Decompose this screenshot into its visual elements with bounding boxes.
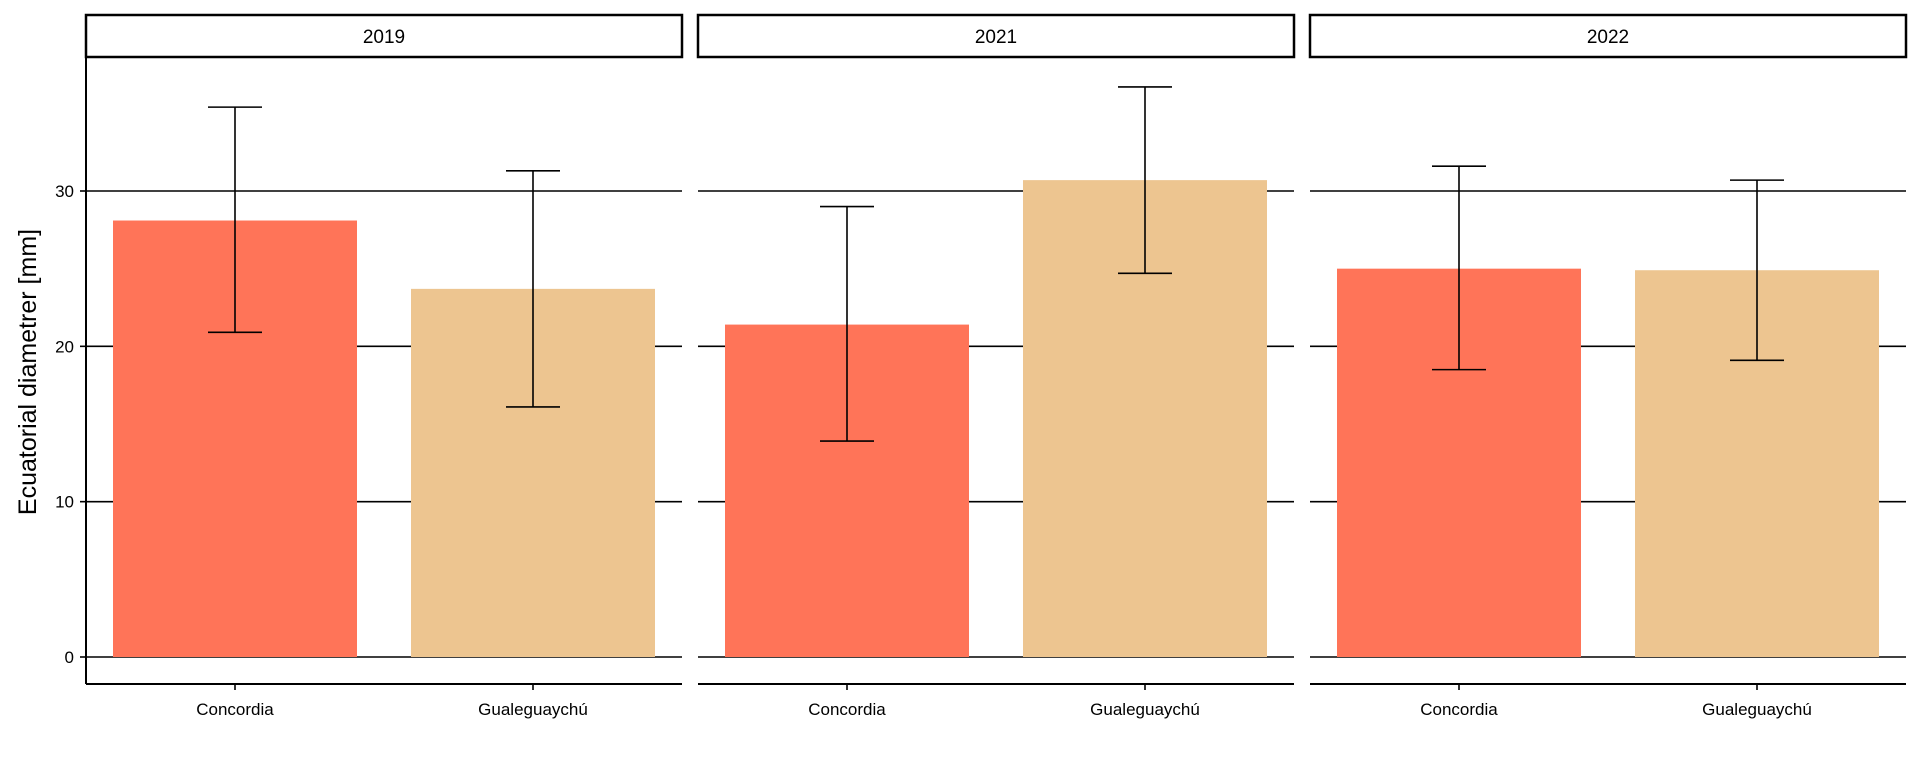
x-tick-label: Gualeguaychú: [1090, 700, 1200, 719]
y-tick-label: 10: [55, 493, 74, 512]
x-tick-label: Gualeguaychú: [478, 700, 588, 719]
error-bar-2022-gualeguaychú: [1730, 179, 1784, 362]
x-tick-label: Concordia: [196, 700, 274, 719]
y-tick-label: 0: [65, 648, 74, 667]
error-bar-2021-gualeguaychú: [1118, 86, 1172, 275]
facet-strip-label: 2021: [975, 27, 1017, 48]
facet-strip: [696, 13, 1296, 59]
facet-strip: [84, 13, 684, 59]
facet-panel-2019: 2019 Concordia Gualeguaychú 0 10 20 30: [55, 13, 684, 719]
x-tick-label: Concordia: [808, 700, 886, 719]
facet-panel-2022: 2022 Concordia Gualeguaychú: [1308, 13, 1908, 719]
y-tick-label: 30: [55, 182, 74, 201]
x-tick-label: Concordia: [1420, 700, 1498, 719]
y-tick-label: 20: [55, 337, 74, 356]
error-bar-2019-concordia: [208, 106, 262, 334]
y-axis-title: Ecuatorial diametrer [mm]: [14, 229, 42, 515]
facet-strip: [1308, 13, 1908, 59]
facet-strip-label: 2019: [363, 27, 405, 48]
facet-panels: 2019 Concordia Gualeguaychú 0 10 20 30 2021 Conc…: [55, 13, 1908, 719]
facet-strip-label: 2022: [1587, 27, 1629, 48]
y-axis-title-group: Ecuatorial diametrer [mm]: [14, 229, 42, 515]
error-bar-2019-gualeguaychú: [506, 170, 560, 408]
error-bar-2022-concordia: [1432, 165, 1486, 371]
error-bar-2021-concordia: [820, 205, 874, 442]
facet-panel-2021: 2021 Concordia Gualeguaychú: [696, 13, 1296, 719]
x-tick-label: Gualeguaychú: [1702, 700, 1812, 719]
